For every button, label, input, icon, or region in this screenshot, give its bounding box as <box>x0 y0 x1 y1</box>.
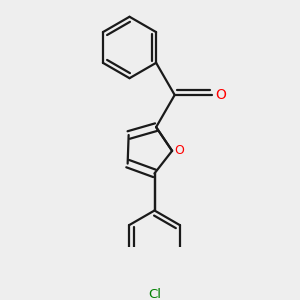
Text: O: O <box>175 144 184 157</box>
Text: Cl: Cl <box>148 288 161 300</box>
Text: O: O <box>215 88 226 102</box>
